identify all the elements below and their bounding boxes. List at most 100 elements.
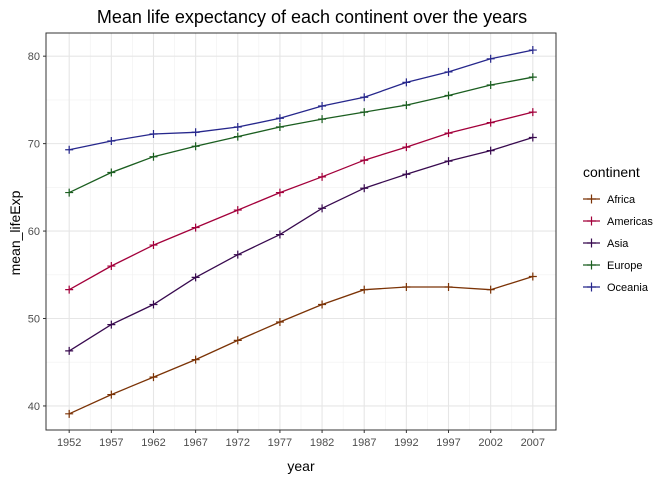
data-point-asia [528, 133, 537, 142]
x-tick-label: 1967 [183, 437, 207, 449]
data-point-asia [275, 230, 284, 239]
y-axis-title: mean_lifeExp [7, 190, 23, 275]
data-point-africa [444, 283, 453, 292]
data-point-asia [149, 300, 158, 309]
data-point-asia [65, 346, 74, 355]
legend-label-europe: Europe [607, 260, 642, 272]
data-point-europe [107, 168, 116, 177]
data-point-americas [528, 108, 537, 117]
data-point-oceania [318, 102, 327, 111]
data-point-africa [486, 285, 495, 294]
data-point-africa [233, 336, 242, 345]
data-point-africa [528, 272, 537, 281]
data-point-africa [149, 373, 158, 382]
legend-key-marker-europe [587, 260, 596, 270]
data-point-europe [191, 142, 200, 151]
data-point-europe [318, 115, 327, 124]
legend-label-americas: Americas [607, 216, 653, 228]
x-tick-label: 1962 [141, 437, 165, 449]
x-tick-label: 1952 [57, 437, 81, 449]
series-line-africa [68, 275, 533, 415]
data-point-europe [65, 188, 74, 197]
x-axis-title: year [287, 458, 315, 474]
data-point-oceania [444, 67, 453, 76]
data-point-oceania [528, 46, 537, 55]
data-point-americas [149, 241, 158, 250]
data-point-asia [360, 184, 369, 193]
legend-title: continent [583, 164, 640, 180]
data-point-asia [191, 273, 200, 282]
data-point-europe [275, 123, 284, 132]
data-point-africa [107, 390, 116, 399]
data-point-asia [318, 204, 327, 213]
y-tick-label: 80 [28, 51, 40, 63]
data-point-americas [318, 172, 327, 181]
data-point-europe [149, 152, 158, 161]
legend-key-marker-africa [587, 194, 596, 204]
data-point-africa [402, 283, 411, 292]
plot-panel: 40 50 60 70 80 1952 1957 1962 1967 1972 1977 1982 19… [28, 32, 557, 449]
data-point-europe [528, 73, 537, 82]
x-tick-label: 1977 [268, 437, 292, 449]
data-point-oceania [402, 78, 411, 87]
legend: continent Africa Americas Asia Europe Oceani… [583, 164, 653, 294]
data-point-africa [360, 285, 369, 294]
data-point-asia [444, 157, 453, 166]
y-tick-label: 40 [28, 401, 40, 413]
x-tick-label: 1987 [352, 437, 376, 449]
data-point-americas [360, 156, 369, 165]
x-tick-label: 1992 [394, 437, 418, 449]
data-point-africa [191, 355, 200, 364]
x-tick-label: 1957 [99, 437, 123, 449]
data-point-asia [233, 250, 242, 259]
data-point-europe [402, 101, 411, 110]
legend-key-marker-oceania [587, 282, 596, 292]
data-point-americas [65, 285, 74, 294]
data-point-asia [402, 170, 411, 179]
data-point-africa [65, 409, 74, 418]
data-point-americas [275, 188, 284, 197]
data-point-americas [191, 223, 200, 232]
data-point-oceania [107, 136, 116, 145]
data-point-europe [233, 132, 242, 141]
series-line-europe [68, 76, 533, 194]
y-tick-label: 60 [28, 226, 40, 238]
data-point-europe [444, 91, 453, 100]
data-point-oceania [486, 54, 495, 63]
legend-label-oceania: Oceania [607, 282, 649, 294]
x-tick-label: 2002 [478, 437, 502, 449]
series-line-oceania [69, 49, 533, 151]
data-point-oceania [191, 128, 200, 137]
series-line-americas [68, 111, 533, 291]
data-point-oceania [149, 129, 158, 138]
y-tick-label: 70 [28, 139, 40, 151]
legend-label-africa: Africa [607, 194, 636, 206]
data-point-asia [107, 320, 116, 329]
data-point-oceania [65, 145, 74, 154]
x-tick-label: 1997 [436, 437, 460, 449]
x-tick-label: 2007 [521, 437, 545, 449]
data-point-africa [318, 300, 327, 309]
data-point-oceania [233, 123, 242, 132]
data-point-europe [360, 108, 369, 117]
chart-title: Mean life expectancy of each continent o… [97, 7, 527, 27]
data-point-oceania [360, 93, 369, 102]
data-point-europe [486, 81, 495, 90]
data-point-americas [107, 262, 116, 271]
y-tick-label: 50 [28, 314, 40, 326]
x-tick-label: 1972 [226, 437, 250, 449]
data-point-americas [402, 143, 411, 152]
legend-label-asia: Asia [607, 238, 629, 250]
data-point-americas [486, 118, 495, 127]
data-point-americas [444, 129, 453, 138]
data-point-oceania [275, 114, 284, 123]
legend-key-marker-asia [587, 238, 596, 248]
data-point-asia [486, 146, 495, 155]
series-line-asia [68, 136, 533, 352]
x-tick-label: 1982 [310, 437, 334, 449]
data-point-africa [275, 318, 284, 327]
data-point-americas [233, 206, 242, 215]
legend-key-marker-americas [587, 216, 596, 226]
